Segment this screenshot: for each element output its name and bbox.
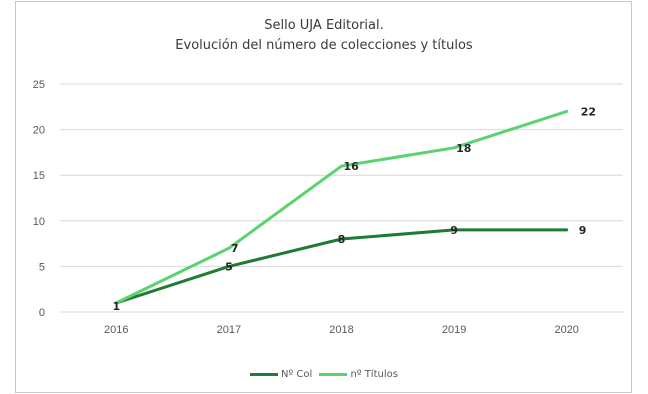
x-tick-label: 2019 [442,324,466,336]
y-tick-label: 25 [33,79,45,91]
chart-title-line-1: Sello UJA Editorial. [264,18,384,33]
chart-frame [15,1,632,393]
legend-label-titulos: nº Títulos [350,369,398,380]
chart-title: Sello UJA Editorial. Evolución del númer… [0,16,648,56]
chart-title-line-2: Evolución del número de colecciones y tí… [175,38,473,53]
legend-swatch-col [250,373,279,376]
data-label-col: 8 [338,233,346,246]
x-tick-label: 2017 [217,324,241,336]
legend-item-col: Nº Col [250,369,312,380]
data-label-titulos: 22 [581,105,596,118]
data-label-col: 1 [112,300,120,313]
x-tick-label: 2018 [329,324,353,336]
data-label-col: 9 [450,224,458,237]
x-tick-label: 2016 [104,324,128,336]
y-tick-label: 10 [33,216,45,228]
legend-label-col: Nº Col [281,369,313,380]
data-label-col: 5 [225,260,233,273]
legend-item-titulos: nº Títulos [319,369,398,380]
series-line-1 [114,109,569,305]
series-line-0 [114,228,569,305]
y-tick-label: 5 [39,261,45,273]
y-tick-label: 15 [33,170,45,182]
data-label-titulos: 18 [456,142,471,155]
legend-swatch-titulos [319,373,348,376]
x-tick-label: 2020 [554,324,578,336]
legend: Nº Col nº Títulos [0,368,648,380]
data-label-titulos: 7 [231,242,239,255]
y-tick-label: 0 [39,307,45,319]
y-tick-label: 20 [33,125,45,137]
data-label-col: 9 [579,224,587,237]
data-label-titulos: 16 [344,160,360,173]
